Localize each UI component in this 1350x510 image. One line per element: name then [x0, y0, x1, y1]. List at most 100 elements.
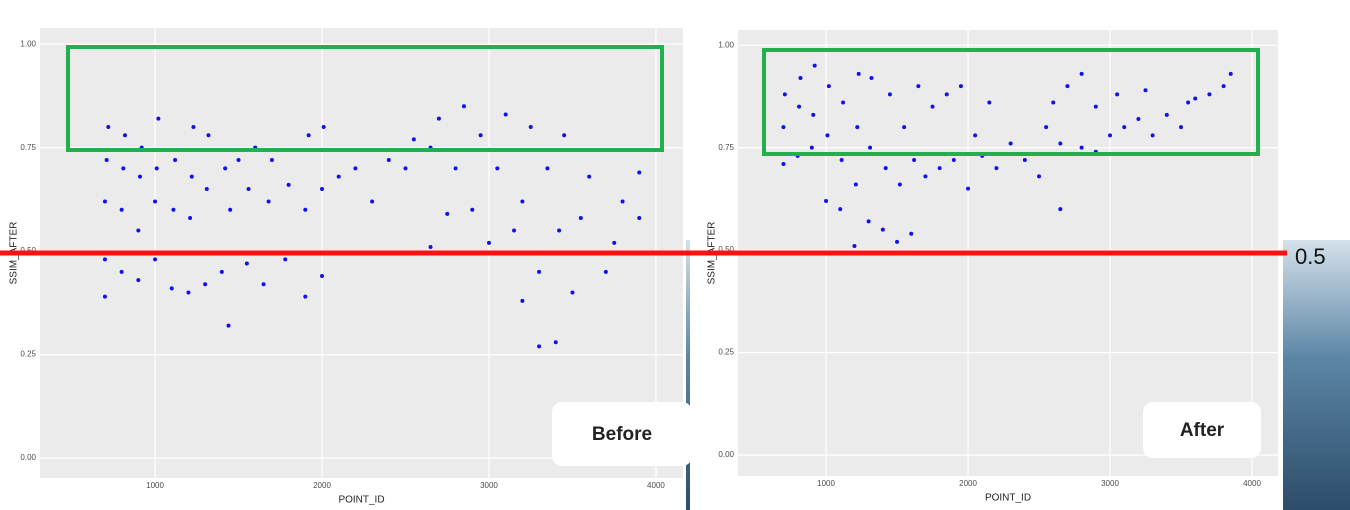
point — [841, 100, 846, 105]
point — [119, 269, 124, 274]
point — [204, 187, 209, 192]
label-box — [552, 402, 692, 466]
point — [838, 207, 843, 212]
point — [219, 269, 224, 274]
point — [930, 104, 935, 109]
point — [121, 166, 126, 171]
point — [637, 170, 642, 175]
point — [826, 84, 831, 89]
point — [1122, 125, 1127, 130]
point — [781, 162, 786, 167]
point — [503, 112, 508, 117]
point — [1164, 112, 1169, 117]
point — [403, 166, 408, 171]
point — [236, 158, 241, 163]
point — [370, 199, 375, 204]
x-tick-label: 4000 — [647, 481, 665, 490]
point — [852, 244, 857, 249]
x-axis-title: POINT_ID — [985, 493, 1031, 504]
point — [951, 157, 956, 162]
point — [620, 199, 625, 204]
point — [154, 166, 159, 171]
point — [839, 157, 844, 162]
x-tick-label: 1000 — [817, 479, 835, 488]
point — [122, 133, 127, 138]
point — [1058, 207, 1063, 212]
point — [1108, 133, 1113, 138]
point — [106, 124, 111, 129]
point — [520, 298, 525, 303]
x-tick-label: 2000 — [313, 481, 331, 490]
point — [853, 182, 858, 187]
point — [562, 133, 567, 138]
x-tick-label: 3000 — [1101, 479, 1119, 488]
y-tick-label: 0.75 — [718, 143, 734, 152]
point — [797, 104, 802, 109]
point — [223, 166, 228, 171]
point — [336, 174, 341, 179]
y-tick-label: 0.75 — [20, 143, 36, 152]
point — [782, 92, 787, 97]
point — [436, 116, 441, 121]
y-tick-label: 1.00 — [20, 39, 36, 48]
point — [320, 187, 325, 192]
plots: 0.00 0.25 0.50 0.75 1.00 1000 2000 3000 4000 POIN… — [9, 28, 1278, 506]
point — [937, 166, 942, 171]
point — [958, 84, 963, 89]
point — [855, 125, 860, 130]
point — [966, 186, 971, 191]
point — [897, 182, 902, 187]
point — [1150, 133, 1155, 138]
point — [169, 286, 174, 291]
point — [153, 257, 158, 262]
point — [286, 182, 291, 187]
point — [1136, 116, 1141, 121]
point — [824, 198, 829, 203]
point — [869, 75, 874, 80]
point — [825, 133, 830, 138]
x-tick-label: 3000 — [480, 481, 498, 490]
point — [553, 340, 558, 345]
point — [798, 75, 803, 80]
point — [987, 100, 992, 105]
point — [428, 244, 433, 249]
point — [545, 166, 550, 171]
point — [1051, 100, 1056, 105]
point — [226, 323, 231, 328]
point — [537, 344, 542, 349]
point — [353, 166, 358, 171]
point — [1228, 71, 1233, 76]
point — [320, 273, 325, 278]
point — [994, 166, 999, 171]
point — [283, 257, 288, 262]
point — [902, 125, 907, 130]
point — [812, 63, 817, 68]
point — [1008, 141, 1013, 146]
point — [411, 137, 416, 142]
point — [781, 125, 786, 130]
y-tick-label: 0.25 — [20, 350, 36, 359]
chart-label: Before — [592, 424, 652, 445]
point — [1143, 88, 1148, 93]
point — [102, 257, 107, 262]
y-tick-label: 0.00 — [718, 450, 734, 459]
point — [811, 112, 816, 117]
point — [512, 228, 517, 233]
x-tick-label: 4000 — [1243, 479, 1261, 488]
point — [916, 84, 921, 89]
point — [1044, 125, 1049, 130]
label-box — [1143, 402, 1261, 458]
point — [486, 240, 491, 245]
point — [887, 92, 892, 97]
y-tick-label: 0.50 — [718, 245, 734, 254]
point — [557, 228, 562, 233]
y-tick-label: 1.00 — [718, 40, 734, 49]
point — [578, 216, 583, 221]
point — [153, 199, 158, 204]
point — [1065, 84, 1070, 89]
point — [191, 124, 196, 129]
point — [866, 219, 871, 224]
point — [1186, 100, 1191, 105]
point — [461, 104, 466, 109]
point — [228, 207, 233, 212]
